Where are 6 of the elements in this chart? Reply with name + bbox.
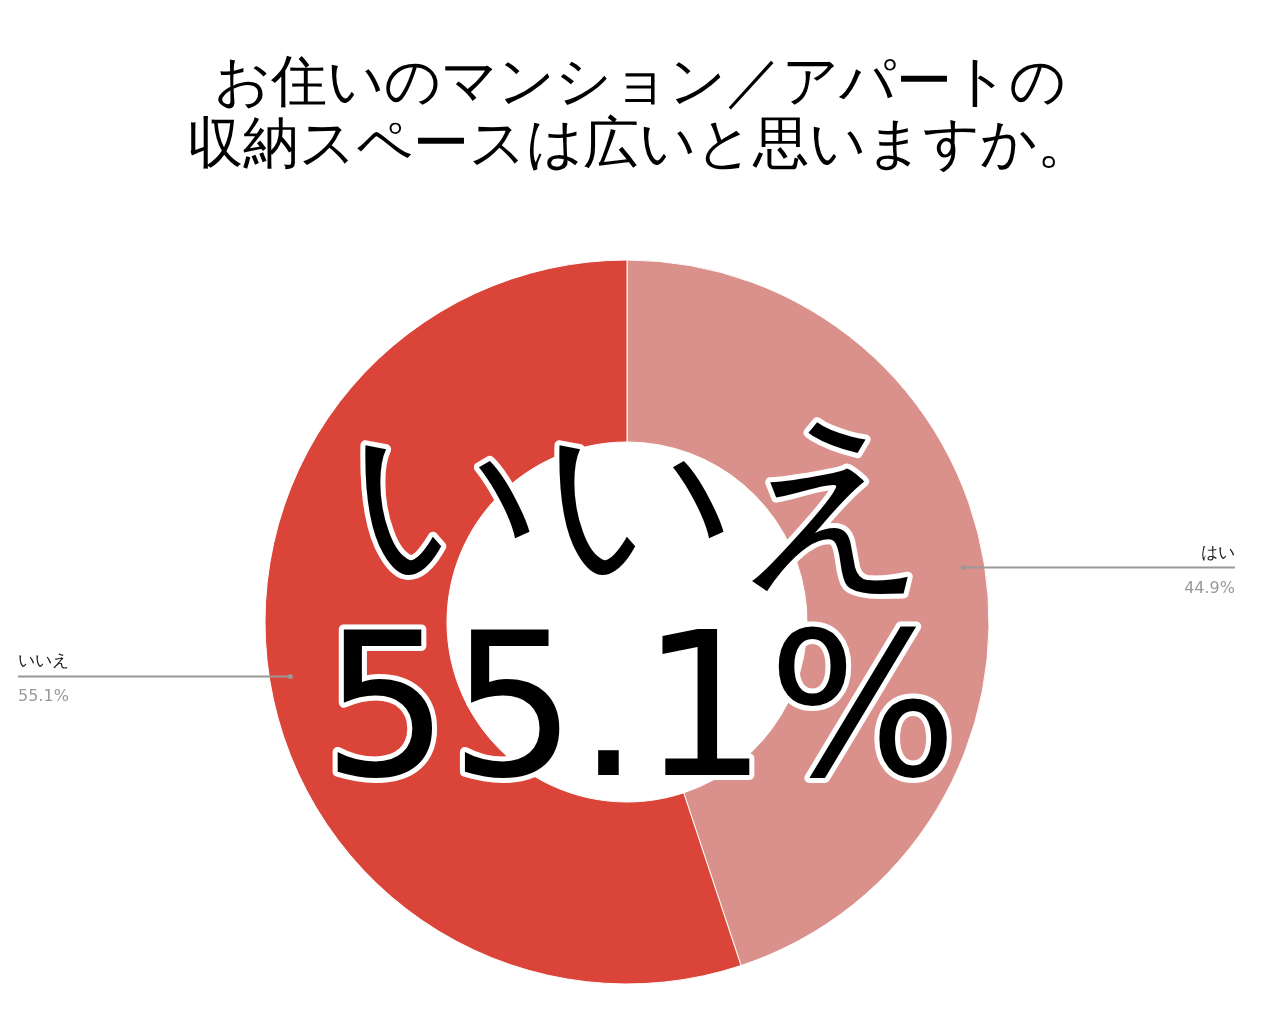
slice-label: いいえ xyxy=(18,650,69,671)
data-label: 44.9% xyxy=(1184,577,1235,597)
slice-label: はい xyxy=(1201,541,1235,562)
data-label: 55.1% xyxy=(18,686,69,706)
chart-title: お住いのマンション／アパートの xyxy=(214,48,1066,113)
chart-subtitle: 収納スペースは広いと思いますか。 xyxy=(187,110,1093,175)
